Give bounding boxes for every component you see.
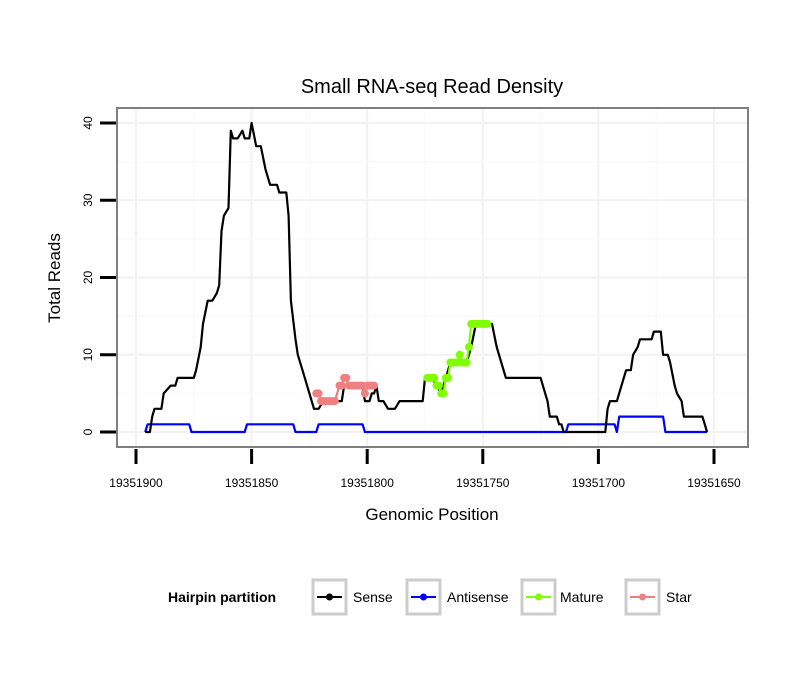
y-tick-label: 20	[81, 271, 95, 285]
y-tick-label: 30	[81, 193, 95, 207]
legend-label-mature: Mature	[560, 589, 604, 605]
data-point-mature	[439, 389, 448, 398]
data-point-mature	[464, 343, 473, 351]
x-tick-label: 19351900	[109, 476, 163, 490]
series-line-antisense	[144, 415, 708, 434]
data-point-mature	[455, 350, 464, 359]
series-layer	[144, 121, 709, 434]
y-tick-label: 10	[81, 348, 95, 362]
legend-title: Hairpin partition	[168, 589, 276, 605]
data-point-star	[360, 389, 369, 398]
series-line-sense	[145, 121, 709, 434]
x-tick-label: 19351700	[572, 476, 626, 490]
data-point-mature	[434, 381, 443, 390]
x-tick-label: 19351750	[456, 476, 510, 490]
data-point-mature	[483, 319, 492, 328]
x-tick-label: 19351650	[687, 476, 741, 490]
legend-label-sense: Sense	[353, 589, 393, 605]
y-tick-label: 0	[81, 428, 95, 435]
legend: Hairpin partition Sense Antisense Mature St…	[168, 578, 692, 616]
legend-label-antisense: Antisense	[447, 589, 509, 605]
x-axis-title: Genomic Position	[365, 505, 498, 524]
y-tick-label: 40	[81, 116, 95, 130]
data-point-star	[314, 389, 323, 398]
data-point-mature	[444, 373, 453, 382]
legend-key-point-star	[639, 593, 646, 601]
y-axis-title: Total Reads	[45, 233, 64, 323]
data-point-mature	[430, 373, 439, 382]
legend-item-sense: Sense	[311, 578, 393, 616]
x-axis: 19351900 19351850 19351800 19351750 19351700…	[109, 449, 741, 490]
x-tick-label: 19351800	[341, 476, 395, 490]
grid-lines	[118, 109, 747, 446]
x-tick-label: 19351850	[225, 476, 279, 490]
chart-title: Small RNA-seq Read Density	[301, 76, 563, 98]
legend-key-point-sense	[326, 593, 333, 601]
data-point-star	[337, 381, 346, 390]
legend-item-antisense: Antisense	[405, 578, 509, 616]
data-point-star	[330, 397, 339, 406]
data-point-star	[370, 381, 379, 390]
legend-key-point-antisense	[420, 593, 427, 601]
data-point-mature	[462, 358, 471, 367]
plot-area	[116, 107, 749, 448]
data-point-star	[342, 373, 351, 382]
legend-item-mature: Mature	[520, 578, 604, 616]
legend-key-point-mature	[535, 593, 542, 601]
legend-label-star: Star	[666, 589, 692, 605]
y-axis: 0 10 20 30 40	[81, 116, 116, 435]
legend-item-star: Star	[624, 578, 692, 616]
